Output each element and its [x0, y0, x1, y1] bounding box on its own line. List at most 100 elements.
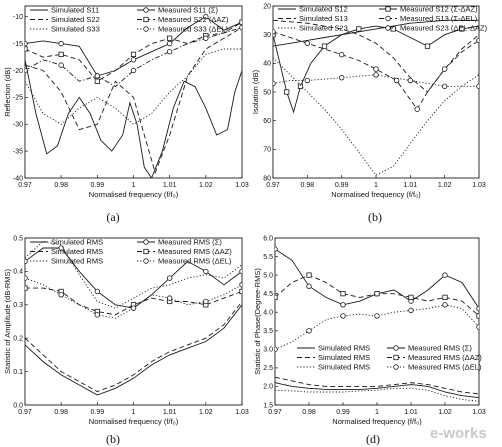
x-tick-label: 0.98 [54, 409, 68, 416]
y-tick-label: -40 [13, 175, 23, 182]
legend-label: Simulated RMS [318, 363, 370, 372]
data-point [297, 83, 304, 89]
series-line-0 [25, 304, 242, 396]
series-line-1 [273, 25, 479, 114]
y-tick-label: 30 [263, 32, 271, 39]
x-tick-label: 0.97 [18, 409, 32, 416]
data-point [166, 275, 173, 281]
data-point [25, 46, 28, 52]
legend-label: Measured RMS (ΔEL) [408, 363, 482, 372]
series-line-5 [25, 277, 242, 319]
x-tick-label: 1.01 [404, 409, 418, 416]
legend-marker [143, 239, 149, 245]
data-point [408, 294, 414, 300]
x-axis-label: Normalised frequency (f/f₀) [332, 417, 422, 426]
y-tick-label: 0.0 [13, 402, 23, 409]
x-axis-label: Normalised frequency (f/f₀) [331, 190, 421, 199]
x-tick-label: 1 [132, 182, 136, 189]
series-line-0 [273, 19, 479, 47]
legend-label: Simulated S13 [299, 14, 348, 23]
legend: Simulated S11 Measured S11 (Σ) Simulated S… [30, 6, 229, 34]
x-tick-label: 1.03 [235, 409, 249, 416]
data-point [58, 51, 64, 57]
data-point [442, 302, 448, 308]
y-tick-label: 5.5 [263, 254, 273, 261]
amplitude-rms-chart: 0.97 0.98 0.99 1 1.01 1.02 1.03 0.0 0.1 0.2 0.3 0.4… [3, 235, 249, 446]
legend: Simulated S12 Measured S12 (Σ-ΔAZ) Simulat… [278, 5, 488, 33]
data-point [58, 40, 64, 47]
data-point [390, 26, 396, 32]
data-point [167, 35, 173, 41]
legend-marker [393, 354, 399, 361]
y-tick-label: 0.2 [13, 336, 23, 343]
y-tick-label: 0.5 [13, 235, 23, 242]
data-point [166, 40, 173, 47]
series-line-0 [275, 382, 479, 399]
data-point [476, 313, 479, 319]
data-point [340, 302, 346, 308]
x-axis-label: Normalised frequency (f/f₀) [89, 190, 179, 199]
data-point [273, 29, 276, 35]
data-point [338, 74, 345, 81]
legend-label: Simulated RMS [318, 344, 370, 353]
data-point [25, 285, 28, 291]
y-tick-label: -30 [13, 122, 23, 129]
legend-marker [143, 16, 149, 23]
legend-label: Simulated S22 [51, 15, 100, 24]
x-tick-label: 1.02 [438, 409, 452, 416]
y-tick-label: -10 [13, 14, 23, 21]
panel-caption: (a) [106, 210, 119, 224]
data-point [94, 73, 101, 79]
data-point [94, 312, 101, 318]
y-tick-label: -35 [13, 148, 23, 155]
x-tick-label: 0.98 [54, 182, 68, 189]
legend-label: Measured RMS (Σ) [158, 238, 222, 247]
x-tick-label: 1.02 [438, 182, 452, 189]
data-point [424, 43, 431, 49]
legend-label: Measured S11 (Σ) [158, 6, 218, 15]
y-tick-label: 2.5 [263, 365, 273, 372]
data-point [25, 40, 28, 47]
y-tick-label: -15 [13, 41, 23, 48]
y-tick-label: -25 [13, 95, 23, 102]
legend-label: Simulated RMS [51, 247, 103, 256]
x-tick-label: 1 [132, 409, 136, 416]
x-tick-label: 0.97 [266, 182, 280, 189]
panel-caption: (b) [106, 432, 120, 446]
legend-label: Simulated S12 [299, 5, 348, 14]
data-point [338, 52, 345, 58]
y-tick-label: -20 [13, 68, 23, 75]
series-line-2 [25, 27, 242, 175]
legend-marker [393, 345, 399, 351]
data-point [373, 66, 379, 72]
legend-label: Measured S33 (ΔEL) [158, 25, 229, 34]
y-tick-label: 4.5 [263, 291, 273, 298]
data-point [58, 62, 64, 68]
panel-caption: (b) [368, 210, 382, 224]
series-line-3 [273, 31, 479, 111]
legend-label: Measured RMS (ΔAZ) [408, 353, 482, 362]
plot-frame [274, 237, 480, 406]
series-line-2 [273, 19, 479, 93]
data-point [273, 80, 276, 87]
data-point [166, 295, 173, 301]
legend-label: Measured S22 (ΔAZ) [158, 15, 229, 24]
x-axis-label: Normalised frequency (f/f₀) [89, 417, 179, 426]
y-tick-label: 70 [263, 147, 271, 154]
x-tick-label: 0.97 [268, 409, 282, 416]
data-point [275, 346, 278, 353]
data-point [239, 268, 242, 275]
y-tick-label: 0.1 [13, 369, 23, 376]
series-line-4 [25, 48, 242, 125]
data-point [441, 66, 448, 72]
data-point [306, 272, 312, 278]
x-tick-label: 1.03 [472, 182, 486, 189]
legend-label: Measured RMS (ΔEL) [158, 257, 232, 266]
x-tick-label: 1.03 [235, 182, 249, 189]
legend-marker [143, 7, 149, 13]
data-point [130, 51, 137, 57]
data-point [130, 57, 137, 63]
legend-marker [143, 26, 149, 32]
y-tick-label: 80 [263, 175, 271, 182]
